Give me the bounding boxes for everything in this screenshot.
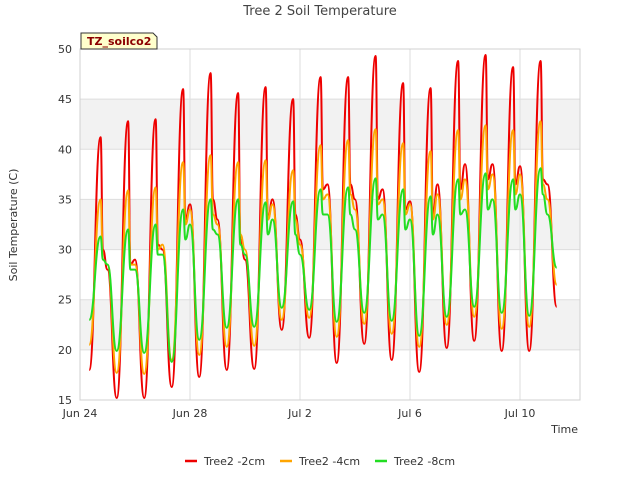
legend-label: Tree2 -8cm <box>393 455 455 468</box>
y-tick-label: 15 <box>58 394 72 407</box>
y-tick-label: 45 <box>58 93 72 106</box>
band-40-45 <box>80 99 580 150</box>
legend-label: Tree2 -4cm <box>298 455 360 468</box>
x-tick-label: Jul 2 <box>287 407 312 420</box>
plot-frame <box>79 48 581 401</box>
x-tick-label: Jun 24 <box>62 407 98 420</box>
y-axis-label: Soil Temperature (C) <box>7 169 20 282</box>
y-tick-label: 40 <box>58 143 72 156</box>
legend-label: Tree2 -2cm <box>203 455 265 468</box>
badge-shape <box>80 32 158 50</box>
y-tick-label: 30 <box>58 244 72 257</box>
chart-title: Tree 2 Soil Temperature <box>242 4 397 19</box>
badge: TZ_soilco2 <box>80 32 158 50</box>
y-tick-label: 35 <box>58 193 72 206</box>
series-lines <box>88 54 558 399</box>
x-tick-label: Jul 10 <box>504 407 536 420</box>
x-tick-label: Jun 28 <box>172 407 208 420</box>
x-tick-label: Jul 6 <box>397 407 422 420</box>
x-axis-label: Time <box>550 423 578 436</box>
y-tick-label: 50 <box>58 43 72 56</box>
legend: Tree2 -2cm Tree2 -4cm Tree2 -8cm <box>185 455 455 468</box>
y-tick-label: 20 <box>58 344 72 357</box>
x-axis-ticks: Jun 24 Jun 28 Jul 2 Jul 6 Jul 10 <box>62 407 536 420</box>
band-20-25 <box>80 299 580 350</box>
y-tick-label: 25 <box>58 294 72 307</box>
y-axis-ticks: 15 20 25 30 35 40 45 50 <box>58 43 72 407</box>
series-line-3 <box>88 167 558 363</box>
badge-label: TZ_soilco2 <box>87 35 151 48</box>
